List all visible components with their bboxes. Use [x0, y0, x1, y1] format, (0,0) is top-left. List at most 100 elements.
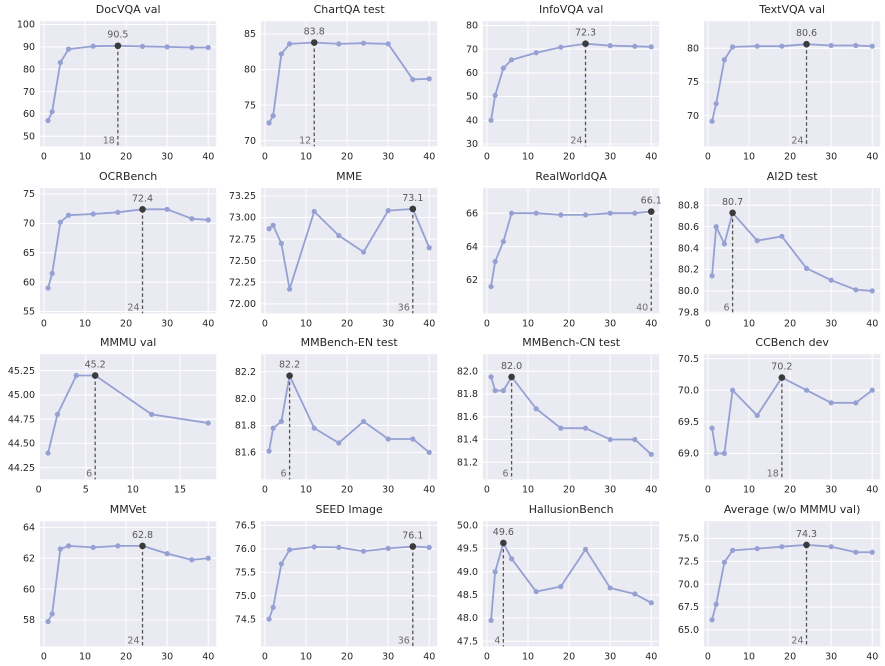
chart-title: AI2D test	[766, 170, 818, 183]
peak-value-label: 90.5	[107, 30, 128, 41]
y-tick-label: 67.5	[678, 602, 699, 613]
data-point	[385, 436, 392, 442]
y-tick-label: 49.5	[456, 543, 477, 554]
data-point	[45, 284, 51, 291]
data-point	[164, 206, 170, 212]
x-tick-label: 20	[341, 318, 353, 329]
peak-x-label: 6	[86, 468, 92, 479]
chart-ccbench-dev: 0 10 20 30 40 69.0 69.5 70.0 70.5 CCBench dev 70.2…	[678, 336, 880, 495]
data-point	[279, 51, 285, 57]
peak-x-label: 24	[570, 135, 582, 146]
data-point	[721, 240, 727, 246]
data-point	[385, 41, 392, 47]
plot-area	[40, 21, 217, 147]
y-tick-label: 72.50	[229, 255, 256, 266]
chart-title: ChartQA test	[314, 3, 386, 16]
x-tick-label: 30	[604, 651, 616, 662]
x-tick-label: 10	[79, 318, 91, 329]
y-tick-label: 70	[244, 136, 256, 147]
y-tick-label: 75	[244, 100, 256, 111]
y-tick-label: 44.25	[8, 463, 35, 474]
x-tick-label: 20	[341, 484, 353, 495]
data-point	[492, 258, 498, 264]
data-point	[778, 43, 785, 49]
data-point	[607, 436, 613, 443]
data-point	[279, 560, 285, 566]
chart-title: DocVQA val	[96, 3, 161, 16]
x-tick-label: 20	[563, 318, 575, 329]
y-tick-label: 60	[465, 68, 477, 79]
x-tick-label: 30	[825, 318, 837, 329]
peak-x-label: 36	[398, 302, 410, 313]
peak-x-label: 6	[723, 302, 729, 313]
data-point	[508, 555, 514, 561]
y-tick-label: 48.5	[456, 590, 477, 601]
plot-area	[703, 21, 880, 147]
x-tick-label: 20	[341, 151, 353, 162]
data-point	[709, 616, 715, 622]
data-point	[852, 286, 859, 292]
plot-area	[482, 21, 659, 147]
data-point	[869, 549, 875, 555]
y-tick-label: 64	[465, 241, 477, 252]
x-tick-label: 0	[483, 484, 489, 495]
chart-mmvet: 0 10 20 30 40 58 60 62 64 MMVet 62.8 24	[23, 503, 217, 662]
x-tick-label: 40	[866, 651, 878, 662]
x-tick-label: 30	[161, 318, 173, 329]
plot-area	[482, 187, 659, 313]
peak-x-label: 24	[791, 135, 803, 146]
y-tick-label: 47.5	[456, 636, 477, 647]
x-tick-label: 40	[202, 651, 214, 662]
data-point	[57, 59, 63, 66]
x-tick-label: 0	[262, 151, 268, 162]
y-tick-label: 48.0	[456, 613, 477, 624]
data-point	[49, 270, 55, 276]
line-series	[710, 543, 873, 621]
x-tick-label: 0	[483, 151, 489, 162]
data-point	[631, 436, 637, 443]
x-tick-label: 10	[743, 484, 755, 495]
y-tick-label: 81.4	[456, 435, 477, 446]
x-tick-label: 10	[743, 651, 755, 662]
peak-x-label: 24	[791, 635, 803, 646]
y-tick-label: 44.50	[8, 439, 35, 450]
data-point	[709, 425, 715, 431]
x-tick-label: 10	[79, 151, 91, 162]
x-tick-label: 20	[120, 318, 132, 329]
y-tick-label: 81.8	[235, 421, 256, 432]
peak-value-label: 82.0	[501, 361, 522, 372]
y-tick-label: 74.5	[235, 614, 256, 625]
data-point	[426, 76, 433, 82]
y-tick-label: 30	[465, 139, 477, 150]
chart-mme: 0 10 20 30 40 72.00 72.25 72.50 72.75 73.00 73.25 M…	[229, 170, 438, 329]
chart-title: CCBench dev	[755, 336, 829, 349]
data-point	[607, 584, 613, 591]
data-point	[279, 418, 285, 425]
y-tick-label: 55	[23, 306, 35, 317]
data-point	[648, 451, 654, 457]
y-tick-label: 76.0	[235, 544, 256, 555]
data-point	[713, 223, 719, 229]
data-point	[778, 233, 785, 239]
chart-title: HallusionBench	[528, 503, 613, 516]
chart-title: TextVQA val	[758, 3, 825, 16]
data-point	[287, 41, 293, 47]
data-point	[287, 546, 293, 552]
peak-point	[507, 373, 515, 381]
data-point	[631, 43, 637, 49]
plot-area	[261, 520, 438, 646]
peak-x-label: 18	[767, 468, 779, 479]
y-tick-label: 80.2	[678, 264, 699, 275]
data-point	[557, 425, 563, 431]
x-tick-label: 40	[645, 484, 657, 495]
chart-ai2d-test: 0 10 20 30 40 79.8 80.0 80.2 80.4 80.6 80.8 AI2D te…	[678, 170, 880, 329]
data-point	[709, 272, 715, 278]
chart-title: MMBench-CN test	[522, 336, 620, 349]
x-tick-label: 20	[563, 151, 575, 162]
y-tick-label: 45.25	[8, 366, 35, 377]
peak-point	[311, 39, 318, 46]
chart-title: RealWorldQA	[535, 170, 607, 183]
y-tick-label: 80	[687, 43, 699, 54]
y-tick-label: 90	[23, 42, 35, 53]
y-tick-label: 79.8	[678, 307, 699, 318]
